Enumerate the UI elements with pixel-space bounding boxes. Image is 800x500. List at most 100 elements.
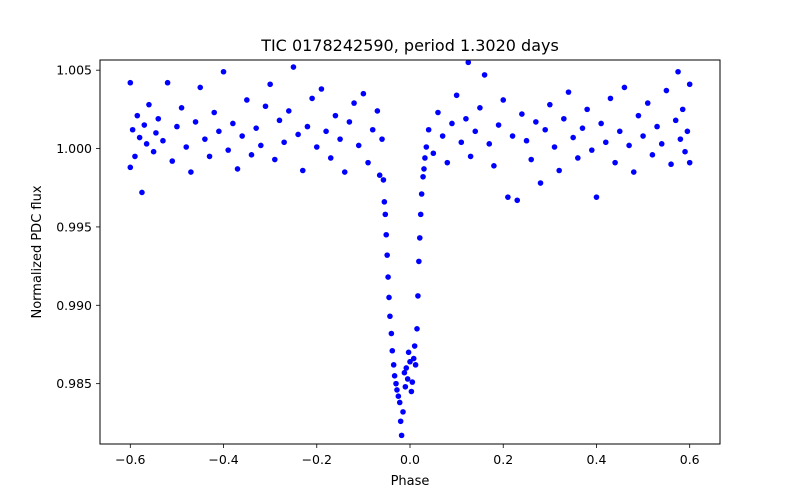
data-point	[384, 252, 390, 258]
data-point	[309, 95, 315, 102]
data-point	[658, 141, 665, 147]
data-point	[304, 123, 311, 130]
data-point	[444, 159, 451, 166]
data-point	[411, 343, 418, 349]
data-point	[323, 128, 329, 135]
data-point	[686, 81, 693, 88]
data-point	[542, 126, 548, 133]
data-point	[146, 101, 152, 108]
data-point	[404, 376, 411, 382]
data-point	[276, 117, 283, 124]
data-point	[253, 125, 259, 131]
data-point	[381, 199, 388, 205]
data-point	[663, 87, 670, 94]
data-point	[387, 313, 393, 320]
data-point	[551, 144, 558, 150]
data-point	[679, 106, 686, 113]
data-point	[169, 158, 176, 164]
y-tick-label: 0.995	[56, 219, 92, 234]
data-point	[230, 120, 236, 127]
data-point	[422, 155, 428, 161]
x-tick-label: 0.2	[493, 452, 513, 467]
y-tick-label: 1.005	[56, 63, 92, 78]
data-point	[686, 159, 693, 166]
data-point	[388, 330, 395, 337]
data-point	[272, 156, 278, 163]
data-point	[337, 136, 343, 142]
data-point	[486, 141, 493, 147]
data-point	[134, 112, 141, 119]
data-point	[262, 103, 269, 110]
plot-area-frame	[99, 59, 721, 445]
data-point	[202, 136, 208, 142]
data-point	[598, 120, 604, 127]
data-point	[677, 136, 684, 142]
data-point	[394, 387, 400, 393]
data-point	[463, 115, 469, 122]
y-tick-label: 0.990	[56, 298, 92, 313]
data-point	[491, 163, 497, 169]
data-point	[248, 152, 255, 158]
data-point	[593, 194, 600, 200]
data-point	[332, 112, 339, 119]
data-point	[421, 166, 427, 172]
data-point	[197, 84, 204, 91]
data-point	[365, 159, 371, 166]
data-point	[136, 134, 143, 141]
data-point	[244, 97, 250, 103]
data-point	[626, 142, 632, 149]
x-tick-label: −0.2	[302, 452, 332, 467]
data-point	[391, 373, 398, 379]
data-point	[150, 148, 157, 155]
data-point	[398, 432, 405, 439]
data-point	[672, 117, 679, 124]
data-point	[178, 105, 185, 111]
data-point	[607, 95, 614, 102]
data-point	[533, 119, 539, 125]
data-point	[649, 152, 656, 158]
data-point	[393, 380, 399, 387]
data-point	[414, 326, 420, 332]
data-point	[602, 139, 609, 146]
data-point	[449, 120, 455, 127]
data-point	[318, 86, 325, 92]
data-point	[495, 122, 502, 128]
data-point	[216, 128, 222, 135]
chart-title: TIC 0178242590, period 1.3020 days	[260, 36, 559, 55]
data-point	[143, 141, 150, 147]
data-point	[295, 131, 301, 138]
data-point	[589, 147, 595, 153]
data-point	[211, 109, 218, 116]
data-point	[396, 399, 403, 406]
data-point	[390, 362, 397, 368]
data-point	[420, 173, 426, 180]
data-point	[141, 122, 148, 128]
data-point	[369, 126, 376, 133]
data-point	[556, 167, 562, 174]
data-point	[537, 180, 544, 186]
data-point	[458, 139, 465, 146]
data-point	[299, 167, 306, 174]
data-point	[164, 79, 171, 86]
data-point	[206, 153, 213, 160]
y-axis-ticks: 0.985 0.990 0.995 1.000 1.005	[56, 63, 100, 391]
data-point	[379, 136, 385, 142]
y-tick-label: 1.000	[56, 141, 92, 156]
data-point	[439, 133, 446, 139]
data-point	[374, 108, 381, 114]
data-point	[174, 123, 180, 130]
data-point	[127, 79, 134, 86]
x-tick-label: 0.0	[400, 452, 420, 467]
data-point	[528, 156, 534, 163]
data-point	[423, 144, 430, 150]
data-point	[644, 100, 651, 106]
data-point	[584, 106, 590, 113]
data-point	[417, 211, 424, 218]
y-tick-label: 0.985	[56, 376, 92, 391]
data-point	[286, 108, 292, 114]
data-point	[192, 119, 199, 125]
data-point	[630, 169, 637, 175]
data-point	[155, 115, 162, 122]
data-point	[575, 155, 581, 161]
data-point	[640, 133, 646, 139]
